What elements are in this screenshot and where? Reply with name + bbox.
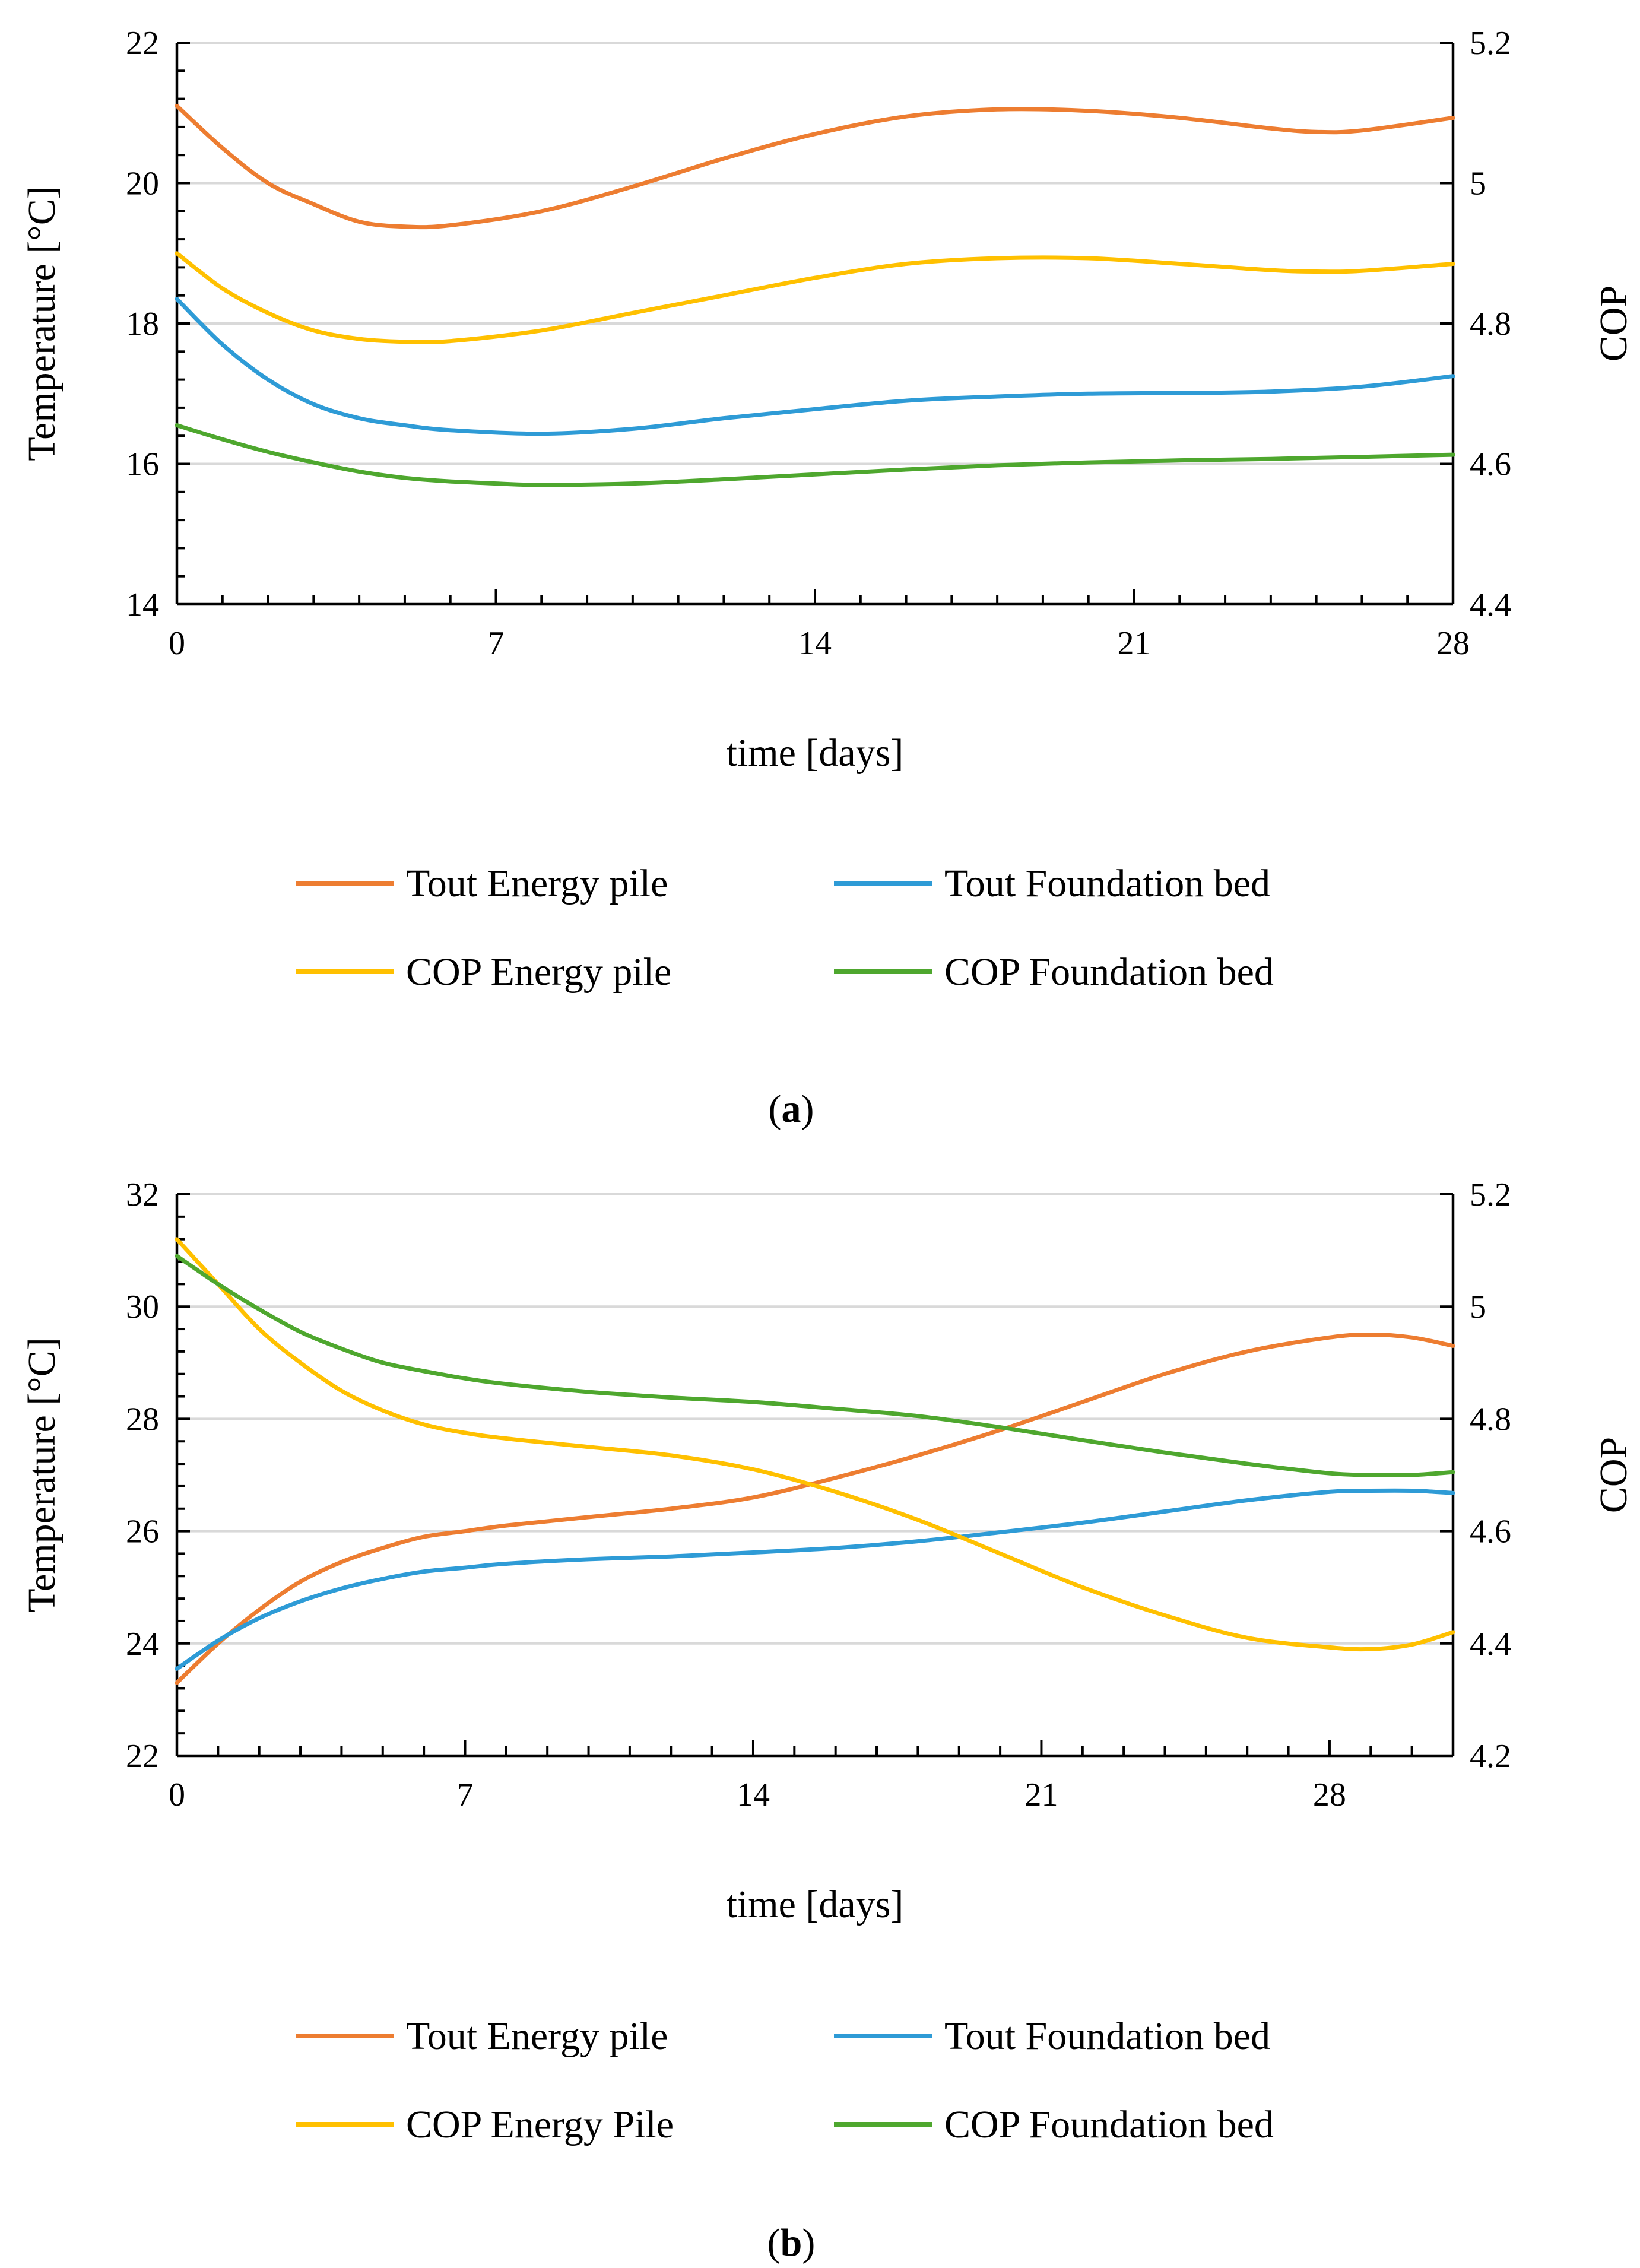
series-line-tout-foundation-bed bbox=[175, 1488, 1455, 1671]
legend-label: Tout Energy pile bbox=[406, 862, 668, 905]
legend-label: COP Foundation bed bbox=[944, 950, 1274, 994]
x-axis-title: time [days] bbox=[727, 1883, 904, 1926]
y-tick-label: 22 bbox=[126, 1738, 159, 1775]
caption-letter: b bbox=[781, 2221, 802, 2264]
y-tick-label: 30 bbox=[126, 1289, 159, 1325]
y2-tick-label: 4.6 bbox=[1470, 446, 1511, 483]
y-tick-label: 22 bbox=[126, 25, 159, 62]
y-tick-label: 18 bbox=[126, 306, 159, 342]
y2-tick-label: 5.2 bbox=[1470, 25, 1511, 62]
y2-tick-label: 4.6 bbox=[1470, 1514, 1511, 1550]
series-line-tout-energy-pile bbox=[175, 1333, 1455, 1685]
x-tick-label: 28 bbox=[1436, 625, 1470, 662]
y2-tick-label: 5 bbox=[1470, 1289, 1486, 1325]
y2-tick-label: 4.4 bbox=[1470, 1626, 1511, 1663]
panel-caption: (b) bbox=[767, 2221, 816, 2264]
series-line-cop-foundation-bed bbox=[175, 423, 1455, 487]
panel-b: 22 24 26 28 30 32 4.2 4.4 4.6 4.8 5 5.2 0 7 14 21 28 time… bbox=[20, 1176, 1635, 2264]
y-tick-label: 26 bbox=[126, 1514, 159, 1550]
x-tick-label: 28 bbox=[1313, 1777, 1346, 1813]
y-axis-title: Temperature [°C] bbox=[20, 1337, 64, 1612]
panel-a: 14 16 18 20 22 4.4 4.6 4.8 5 5.2 0 7 14 21 28 time [day… bbox=[20, 25, 1635, 1131]
x-tick-label: 7 bbox=[488, 625, 505, 662]
x-tick-label: 7 bbox=[456, 1777, 473, 1813]
legend-label: COP Foundation bed bbox=[944, 2103, 1274, 2146]
x-axis-title: time [days] bbox=[727, 731, 904, 775]
y-tick-label: 28 bbox=[126, 1401, 159, 1438]
y2-axis-title: COP bbox=[1592, 286, 1635, 361]
x-tick-label: 14 bbox=[798, 625, 832, 662]
y-tick-label: 16 bbox=[126, 446, 159, 483]
x-tick-label: 21 bbox=[1024, 1777, 1058, 1813]
legend-label: Tout Foundation bed bbox=[944, 2015, 1270, 2058]
caption-open: ( bbox=[767, 2221, 781, 2264]
y2-tick-label: 4.4 bbox=[1470, 586, 1511, 623]
y-tick-label: 32 bbox=[126, 1176, 159, 1213]
y2-tick-label: 4.8 bbox=[1470, 1401, 1511, 1438]
series-line-cop-energy-pile bbox=[175, 251, 1455, 345]
legend-label: COP Energy pile bbox=[406, 950, 671, 994]
legend-label: Tout Energy pile bbox=[406, 2015, 668, 2058]
x-tick-label: 21 bbox=[1118, 625, 1151, 662]
y2-tick-label: 4.2 bbox=[1470, 1738, 1511, 1775]
y2-tick-label: 5.2 bbox=[1470, 1176, 1511, 1213]
caption-letter: a bbox=[782, 1087, 801, 1131]
series-line-cop-foundation-bed bbox=[175, 1254, 1455, 1477]
y2-axis-title: COP bbox=[1592, 1437, 1635, 1513]
y-axis-title: Temperature [°C] bbox=[20, 186, 64, 461]
series-line-cop-energy-pile bbox=[175, 1237, 1455, 1652]
legend-label: COP Energy Pile bbox=[406, 2103, 674, 2146]
y2-tick-label: 5 bbox=[1470, 166, 1486, 202]
caption-close: ) bbox=[802, 2221, 815, 2264]
y-tick-label: 20 bbox=[126, 166, 159, 202]
legend-label: Tout Foundation bed bbox=[944, 862, 1270, 905]
x-tick-label: 14 bbox=[737, 1777, 770, 1813]
y-tick-label: 24 bbox=[126, 1626, 159, 1663]
series-line-tout-energy-pile bbox=[175, 103, 1455, 230]
caption-open: ( bbox=[769, 1087, 782, 1131]
x-tick-label: 0 bbox=[169, 625, 185, 662]
series-line-tout-foundation-bed bbox=[175, 297, 1455, 436]
caption-close: ) bbox=[801, 1087, 814, 1131]
x-tick-label: 0 bbox=[169, 1777, 185, 1813]
y2-tick-label: 4.8 bbox=[1470, 306, 1511, 342]
y-tick-label: 14 bbox=[126, 586, 159, 623]
panel-caption: (a) bbox=[769, 1087, 814, 1131]
